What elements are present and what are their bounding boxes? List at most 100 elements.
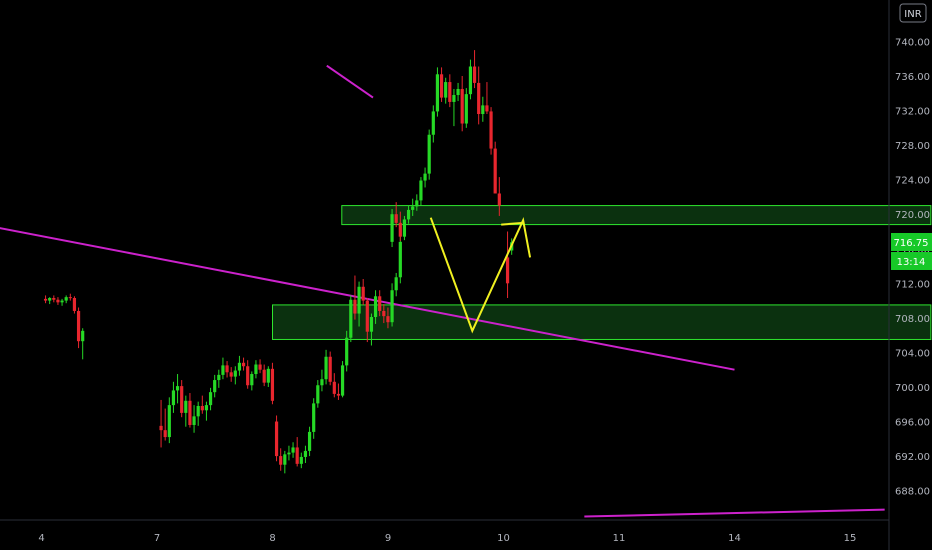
candle-body [485,105,489,112]
candle-body [394,277,398,291]
candle [489,107,493,155]
candle-body [394,214,398,223]
candle-body [398,222,402,237]
candle-body [291,447,295,453]
candle [415,194,419,211]
candle [254,360,258,379]
candle-body [270,368,275,401]
candle [175,374,180,404]
candle-body [357,286,361,314]
candle-body [200,405,204,411]
candle [188,393,192,428]
time-tick-label: 10 [497,533,510,544]
candle [402,215,407,241]
candle [361,279,365,305]
candle [258,359,262,374]
price-tick-label: 720.00 [895,210,930,221]
candle [56,297,60,305]
candle-body [472,66,477,83]
candle-body [398,241,402,278]
candle-body [266,368,270,383]
candle-body [369,317,374,332]
candle-body [60,300,64,303]
candle-body [431,111,435,135]
candle-body [312,403,316,432]
candle-body [320,379,324,386]
candle [225,361,229,378]
candle-body [456,88,460,96]
candle-body [217,374,221,381]
currency-badge-box [899,3,927,23]
candle [233,366,237,385]
price-axis[interactable]: 688.00 692.00 696.00 700.00 704.00 708.00 712.… [895,37,930,497]
candle-body [439,74,444,98]
time-axis[interactable]: 4 7 8 9 10 11 14 15 [38,533,856,544]
candle [505,231,510,299]
candle [481,96,485,122]
projection-layer [429,216,532,334]
candle [299,452,303,469]
candle-body [460,88,464,124]
price-tick-label: 688.00 [895,487,930,498]
candle-body [316,385,320,404]
candle [419,177,423,206]
candle [485,82,489,115]
candle [171,381,176,413]
candle [81,328,85,360]
candle-body [188,400,192,425]
candle [217,369,221,388]
price-tick-label: 708.00 [895,314,930,325]
currency-badge[interactable]: INR [899,3,927,23]
price-tick-label: 740.00 [895,37,930,48]
support-resistance-zone [341,205,932,226]
candle-body [415,200,419,207]
candle-body [411,206,415,210]
candle [266,366,270,387]
candle [382,304,386,324]
candle [353,275,357,320]
candle-body [477,82,481,115]
price-tick-label: 692.00 [895,452,930,463]
candle [406,205,411,224]
trendlines-layer [0,64,885,518]
candle-body [204,405,209,411]
candle-body [336,393,341,396]
candle-body [180,386,184,413]
candle-body [68,297,72,299]
candle-body [332,381,336,394]
candle [378,290,382,317]
candle [390,283,394,327]
candle-body [64,297,68,301]
candle-body [419,180,423,201]
candle [184,395,188,427]
price-tick-label: 696.00 [895,418,930,429]
candle-body [258,364,262,370]
candle [468,59,473,100]
candle-body [250,374,254,386]
candle-body [402,219,407,237]
candle-body [43,298,48,301]
candle-body [468,66,473,95]
candle [398,211,402,241]
candle [340,361,345,398]
candle [72,296,77,314]
trendline [584,508,885,518]
candle-body [390,290,394,323]
candle-body [208,392,213,406]
candle [307,426,312,457]
price-tick-label: 736.00 [895,72,930,83]
price-tick-label: 732.00 [895,107,930,118]
candle [312,398,316,439]
candle-body [390,214,394,242]
zones-layer [272,205,932,340]
time-tick-label: 14 [728,533,741,544]
candle [365,298,369,343]
candle [283,450,287,474]
time-tick-label: 8 [269,533,275,544]
candle [196,401,200,426]
candle-body [48,298,52,301]
candle-body [196,405,200,417]
candle [52,295,56,303]
candle [336,383,341,400]
